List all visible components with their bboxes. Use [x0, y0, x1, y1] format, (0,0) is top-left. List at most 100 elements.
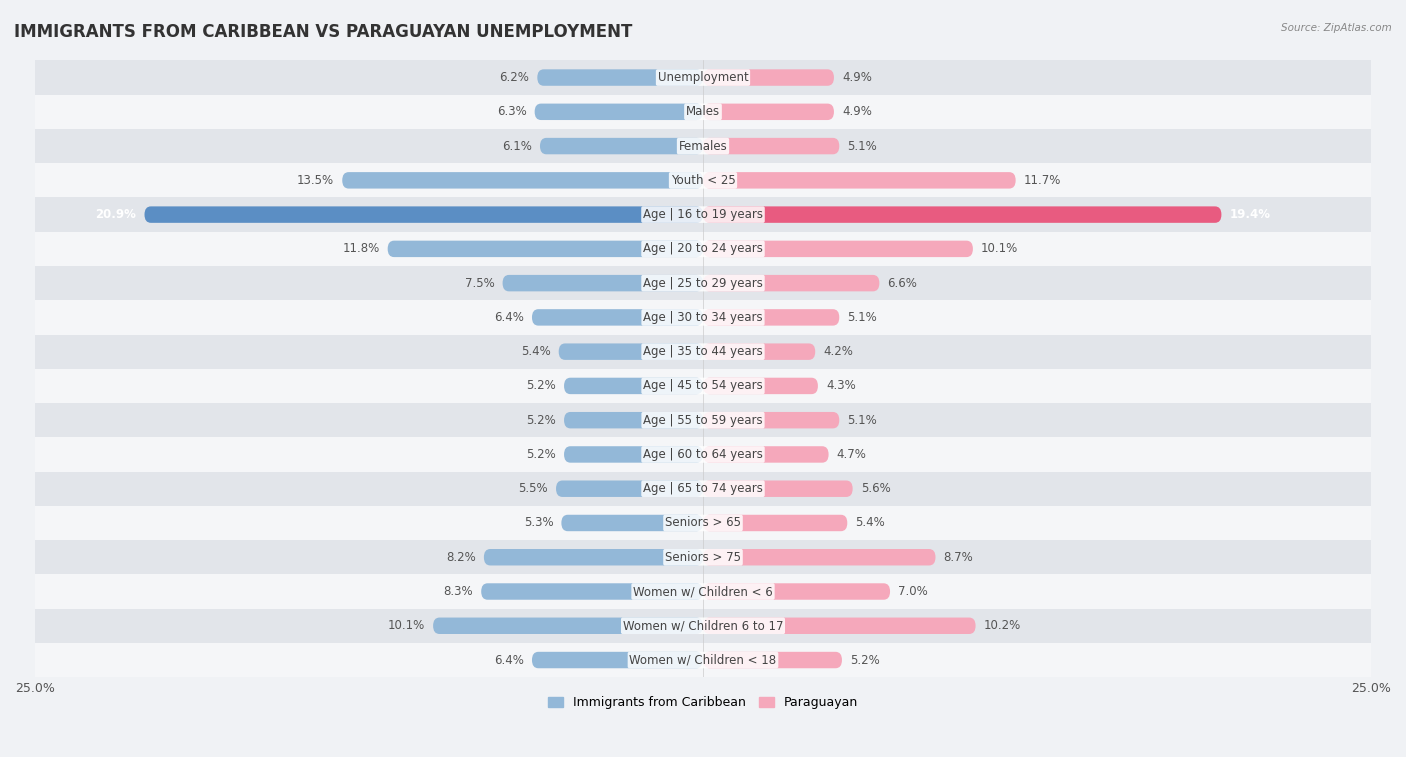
Text: Seniors > 65: Seniors > 65 [665, 516, 741, 529]
Bar [35, 301, 1371, 335]
Text: Males: Males [686, 105, 720, 118]
Text: 5.3%: 5.3% [523, 516, 554, 529]
FancyBboxPatch shape [703, 172, 1015, 188]
FancyBboxPatch shape [534, 104, 703, 120]
Text: 20.9%: 20.9% [96, 208, 136, 221]
Text: Source: ZipAtlas.com: Source: ZipAtlas.com [1281, 23, 1392, 33]
Bar [35, 609, 1371, 643]
FancyBboxPatch shape [564, 378, 703, 394]
FancyBboxPatch shape [481, 584, 703, 600]
Text: 6.6%: 6.6% [887, 276, 917, 290]
Text: 4.2%: 4.2% [824, 345, 853, 358]
Text: 5.4%: 5.4% [522, 345, 551, 358]
Text: 4.3%: 4.3% [825, 379, 856, 392]
FancyBboxPatch shape [484, 549, 703, 565]
Bar [35, 129, 1371, 164]
Text: 10.1%: 10.1% [388, 619, 425, 632]
Text: Age | 35 to 44 years: Age | 35 to 44 years [643, 345, 763, 358]
Text: Women w/ Children < 18: Women w/ Children < 18 [630, 653, 776, 666]
Text: 5.2%: 5.2% [851, 653, 880, 666]
FancyBboxPatch shape [145, 207, 703, 223]
Text: 6.3%: 6.3% [496, 105, 527, 118]
Text: Age | 20 to 24 years: Age | 20 to 24 years [643, 242, 763, 255]
FancyBboxPatch shape [703, 652, 842, 668]
Text: Age | 16 to 19 years: Age | 16 to 19 years [643, 208, 763, 221]
Text: 5.5%: 5.5% [519, 482, 548, 495]
FancyBboxPatch shape [540, 138, 703, 154]
Text: IMMIGRANTS FROM CARIBBEAN VS PARAGUAYAN UNEMPLOYMENT: IMMIGRANTS FROM CARIBBEAN VS PARAGUAYAN … [14, 23, 633, 41]
FancyBboxPatch shape [558, 344, 703, 360]
Bar [35, 575, 1371, 609]
FancyBboxPatch shape [564, 412, 703, 428]
FancyBboxPatch shape [342, 172, 703, 188]
FancyBboxPatch shape [703, 104, 834, 120]
Text: 7.0%: 7.0% [898, 585, 928, 598]
FancyBboxPatch shape [388, 241, 703, 257]
Text: 4.9%: 4.9% [842, 105, 872, 118]
FancyBboxPatch shape [703, 446, 828, 463]
FancyBboxPatch shape [537, 70, 703, 86]
Text: 7.5%: 7.5% [465, 276, 495, 290]
Bar [35, 95, 1371, 129]
FancyBboxPatch shape [531, 652, 703, 668]
Bar [35, 335, 1371, 369]
FancyBboxPatch shape [703, 275, 879, 291]
Text: Seniors > 75: Seniors > 75 [665, 551, 741, 564]
FancyBboxPatch shape [703, 309, 839, 326]
Text: 5.2%: 5.2% [526, 448, 555, 461]
Text: Unemployment: Unemployment [658, 71, 748, 84]
Text: 6.2%: 6.2% [499, 71, 529, 84]
Text: 5.1%: 5.1% [848, 311, 877, 324]
FancyBboxPatch shape [555, 481, 703, 497]
Text: 8.7%: 8.7% [943, 551, 973, 564]
Legend: Immigrants from Caribbean, Paraguayan: Immigrants from Caribbean, Paraguayan [543, 691, 863, 714]
Bar [35, 540, 1371, 575]
Bar [35, 369, 1371, 403]
Text: Females: Females [679, 139, 727, 153]
FancyBboxPatch shape [703, 70, 834, 86]
Text: 8.3%: 8.3% [443, 585, 474, 598]
Text: 5.4%: 5.4% [855, 516, 884, 529]
Text: Women w/ Children 6 to 17: Women w/ Children 6 to 17 [623, 619, 783, 632]
Text: 8.2%: 8.2% [446, 551, 475, 564]
Text: 6.4%: 6.4% [494, 311, 524, 324]
Bar [35, 506, 1371, 540]
Text: 5.2%: 5.2% [526, 379, 555, 392]
FancyBboxPatch shape [703, 549, 935, 565]
FancyBboxPatch shape [703, 412, 839, 428]
Text: Age | 60 to 64 years: Age | 60 to 64 years [643, 448, 763, 461]
Text: 13.5%: 13.5% [297, 174, 335, 187]
Bar [35, 472, 1371, 506]
FancyBboxPatch shape [703, 584, 890, 600]
FancyBboxPatch shape [564, 446, 703, 463]
Text: 4.7%: 4.7% [837, 448, 866, 461]
Text: Age | 25 to 29 years: Age | 25 to 29 years [643, 276, 763, 290]
Text: 10.2%: 10.2% [984, 619, 1021, 632]
Bar [35, 403, 1371, 438]
Text: 5.1%: 5.1% [848, 139, 877, 153]
Text: Age | 45 to 54 years: Age | 45 to 54 years [643, 379, 763, 392]
Text: 5.6%: 5.6% [860, 482, 890, 495]
Text: 10.1%: 10.1% [981, 242, 1018, 255]
FancyBboxPatch shape [703, 344, 815, 360]
Bar [35, 266, 1371, 301]
Bar [35, 198, 1371, 232]
Text: Age | 55 to 59 years: Age | 55 to 59 years [643, 413, 763, 427]
Bar [35, 643, 1371, 678]
Text: 4.9%: 4.9% [842, 71, 872, 84]
Text: Youth < 25: Youth < 25 [671, 174, 735, 187]
FancyBboxPatch shape [703, 378, 818, 394]
FancyBboxPatch shape [703, 618, 976, 634]
Text: 5.1%: 5.1% [848, 413, 877, 427]
FancyBboxPatch shape [703, 481, 852, 497]
FancyBboxPatch shape [561, 515, 703, 531]
FancyBboxPatch shape [703, 138, 839, 154]
FancyBboxPatch shape [703, 241, 973, 257]
Text: 6.4%: 6.4% [494, 653, 524, 666]
Text: 11.7%: 11.7% [1024, 174, 1062, 187]
Bar [35, 232, 1371, 266]
Text: 5.2%: 5.2% [526, 413, 555, 427]
FancyBboxPatch shape [531, 309, 703, 326]
Text: 11.8%: 11.8% [343, 242, 380, 255]
Text: 19.4%: 19.4% [1229, 208, 1271, 221]
